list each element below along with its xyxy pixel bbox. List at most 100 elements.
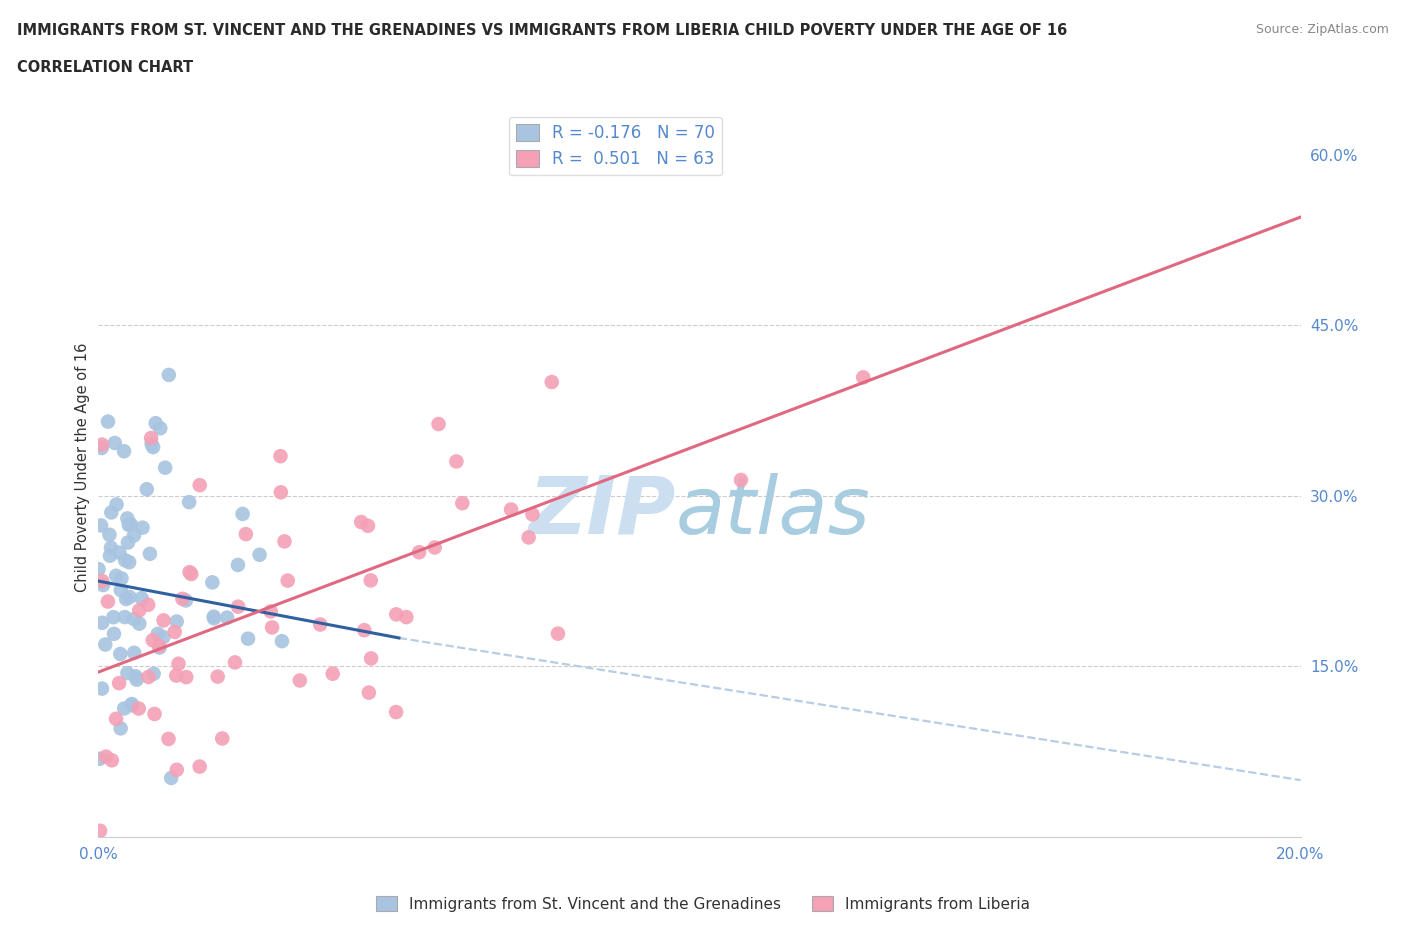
Point	[201, 575, 224, 590]
Point	[188, 478, 211, 493]
Point	[188, 759, 211, 774]
Point	[217, 610, 239, 625]
Point	[120, 517, 142, 532]
Point	[146, 627, 169, 642]
Point	[270, 485, 292, 499]
Point	[360, 573, 382, 588]
Point	[522, 507, 544, 522]
Point	[122, 645, 145, 660]
Point	[105, 711, 128, 726]
Point	[149, 421, 172, 436]
Point	[117, 535, 139, 550]
Point	[322, 666, 344, 681]
Point	[226, 599, 249, 614]
Point	[160, 771, 183, 786]
Point	[232, 507, 254, 522]
Point	[118, 517, 141, 532]
Point	[117, 511, 139, 525]
Point	[271, 633, 294, 648]
Point	[427, 417, 450, 432]
Point	[94, 637, 117, 652]
Point	[122, 528, 145, 543]
Point	[395, 610, 418, 625]
Point	[104, 435, 127, 450]
Point	[357, 518, 380, 533]
Point	[110, 571, 132, 586]
Point	[262, 620, 284, 635]
Point	[121, 698, 143, 712]
Point	[211, 731, 233, 746]
Point	[112, 444, 135, 458]
Point	[180, 566, 202, 581]
Point	[172, 591, 194, 606]
Point	[100, 505, 122, 520]
Point	[105, 497, 128, 512]
Point	[124, 669, 146, 684]
Point	[174, 670, 197, 684]
Point	[288, 673, 311, 688]
Point	[224, 655, 246, 670]
Point	[114, 552, 136, 567]
Point	[166, 763, 188, 777]
Point	[110, 646, 132, 661]
Point	[125, 672, 148, 687]
Point	[166, 614, 188, 629]
Point	[131, 520, 153, 535]
Point	[110, 582, 132, 597]
Point	[141, 436, 163, 451]
Point	[128, 701, 150, 716]
Point	[273, 534, 295, 549]
Point	[547, 626, 569, 641]
Point	[131, 591, 153, 605]
Point	[122, 612, 145, 627]
Point	[309, 617, 332, 631]
Point	[143, 707, 166, 722]
Text: IMMIGRANTS FROM ST. VINCENT AND THE GRENADINES VS IMMIGRANTS FROM LIBERIA CHILD : IMMIGRANTS FROM ST. VINCENT AND THE GREN…	[17, 23, 1067, 38]
Point	[89, 751, 111, 766]
Point	[91, 578, 114, 592]
Point	[360, 651, 382, 666]
Point	[353, 623, 375, 638]
Point	[350, 514, 373, 529]
Point	[105, 568, 128, 583]
Point	[152, 613, 174, 628]
Point	[167, 657, 190, 671]
Point	[277, 573, 299, 588]
Point	[852, 370, 875, 385]
Point	[148, 640, 170, 655]
Legend: Immigrants from St. Vincent and the Grenadines, Immigrants from Liberia: Immigrants from St. Vincent and the Gren…	[370, 889, 1036, 918]
Point	[112, 701, 135, 716]
Point	[94, 750, 117, 764]
Point	[136, 597, 159, 612]
Point	[139, 431, 162, 445]
Point	[423, 540, 446, 555]
Point	[153, 460, 176, 475]
Point	[128, 603, 150, 618]
Point	[142, 440, 165, 455]
Point	[145, 416, 167, 431]
Point	[101, 752, 124, 767]
Text: ZIP: ZIP	[529, 472, 675, 551]
Point	[97, 414, 120, 429]
Point	[446, 454, 468, 469]
Point	[174, 593, 197, 608]
Point	[202, 611, 225, 626]
Point	[108, 676, 131, 691]
Point	[165, 668, 187, 683]
Point	[90, 518, 112, 533]
Point	[385, 705, 408, 720]
Point	[226, 557, 249, 572]
Point	[118, 555, 141, 570]
Point	[517, 530, 540, 545]
Point	[89, 823, 111, 838]
Point	[540, 375, 562, 390]
Point	[385, 607, 408, 622]
Point	[121, 697, 143, 711]
Point	[97, 594, 120, 609]
Point	[135, 482, 157, 497]
Y-axis label: Child Poverty Under the Age of 16: Child Poverty Under the Age of 16	[75, 342, 90, 592]
Point	[179, 495, 201, 510]
Point	[148, 638, 170, 653]
Point	[163, 625, 186, 640]
Point	[90, 441, 112, 456]
